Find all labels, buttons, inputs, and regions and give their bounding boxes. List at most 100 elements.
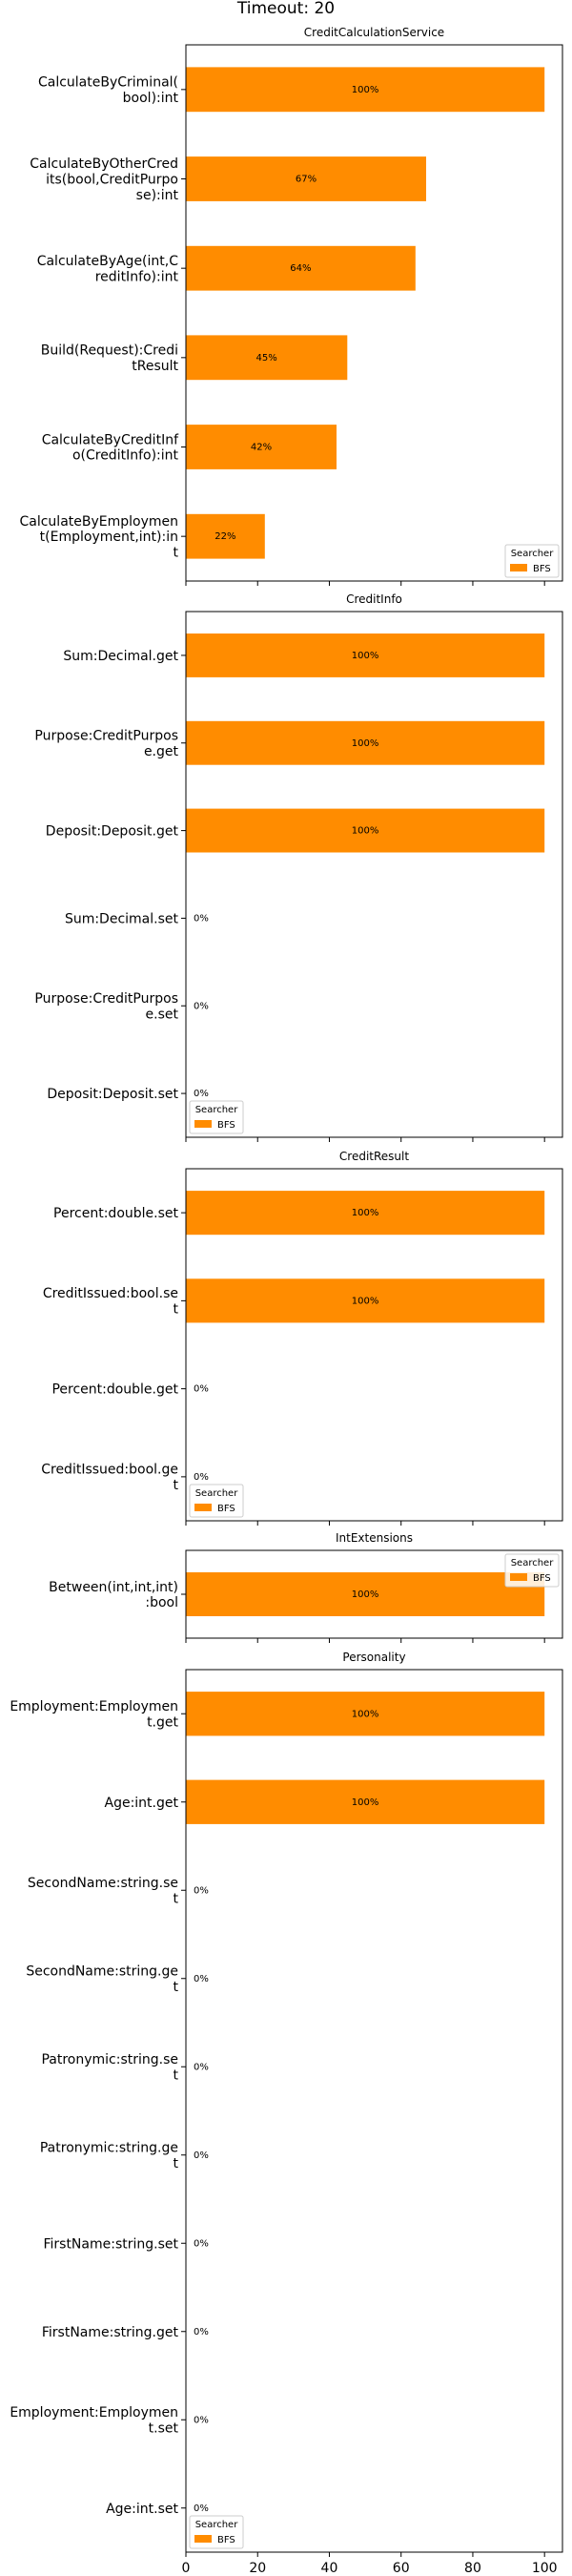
- plot-frame: [185, 611, 563, 1138]
- category-label: Employment:Employmen t.set: [10, 2405, 178, 2436]
- x-tick-label: 20: [249, 2561, 266, 2576]
- data-label: 45%: [255, 353, 276, 364]
- category-label: Age:int.get: [105, 1796, 179, 1811]
- category-label: FirstName:string.get: [42, 2325, 179, 2340]
- data-label: 100%: [352, 1709, 379, 1719]
- x-tick-label: 40: [321, 2561, 338, 2576]
- bar: [186, 513, 265, 559]
- legend-swatch: [194, 1504, 212, 1511]
- legend: Searcher BFS: [189, 2515, 244, 2549]
- plot-frame: [185, 1168, 563, 1522]
- chart-panel-creditcalculationservice: CreditCalculationService 100% CalculateByC…: [19, 26, 563, 586]
- category-label: Age:int.set: [106, 2502, 178, 2517]
- legend-swatch: [510, 1573, 527, 1581]
- category-label: Percent:double.get: [51, 1382, 178, 1398]
- data-label: 0%: [194, 1472, 209, 1483]
- legend-title: Searcher: [511, 1558, 555, 1568]
- data-label: 0%: [194, 913, 209, 924]
- category-label: CalculateByCriminal(bool):int: [38, 75, 179, 106]
- legend-swatch: [194, 1120, 212, 1128]
- data-label: 0%: [194, 1089, 209, 1099]
- bar: [186, 1779, 545, 1824]
- bar: [186, 67, 545, 113]
- category-label: Build(Request):Credi tResult: [41, 343, 179, 374]
- category-label: Purpose:CreditPurpos e.get: [34, 729, 178, 759]
- data-label: 100%: [352, 85, 379, 95]
- x-tick-label: 80: [464, 2561, 481, 2576]
- data-label: 0%: [194, 1384, 209, 1395]
- figure-title: Timeout: 20: [236, 0, 335, 18]
- category-label: Employment:Employmen t.get: [10, 1699, 178, 1730]
- legend-title: Searcher: [195, 2520, 239, 2530]
- bar: [186, 425, 337, 469]
- category-label: CalculateByOtherCred its(bool,CreditPurpo…: [30, 156, 178, 203]
- bar: [186, 1191, 545, 1236]
- legend-swatch: [510, 564, 527, 571]
- chart-panel-creditresult: CreditResult 100% Percent:double.set 100% Cr…: [41, 1150, 563, 1526]
- data-label: 0%: [194, 2062, 209, 2072]
- category-label: Purpose:CreditPurpos e.set: [34, 991, 178, 1022]
- category-label: SecondName:string.ge t: [26, 1964, 178, 1995]
- bar: [186, 245, 416, 291]
- data-label: 42%: [251, 443, 272, 453]
- panel-title: CreditCalculationService: [304, 26, 444, 39]
- chart-panel-intextensions: IntExtensions 100% Between(int,int,int):bo…: [49, 1531, 563, 1643]
- category-label: Patronymic:string.ge t: [40, 2141, 179, 2171]
- legend: Searcher BFS: [189, 1100, 244, 1134]
- data-label: 0%: [194, 1974, 209, 1984]
- category-label: Deposit:Deposit.get: [46, 824, 179, 840]
- legend-entry: BFS: [217, 2535, 235, 2545]
- category-label: Percent:double.set: [53, 1206, 178, 1221]
- data-label: 100%: [352, 826, 379, 837]
- category-label: CalculateByEmploymen t(Employment,int):in…: [19, 514, 178, 561]
- category-label: CreditIssued:bool.se t: [43, 1286, 179, 1317]
- category-label: Sum:Decimal.set: [65, 912, 179, 927]
- panel-title: CreditInfo: [346, 592, 402, 606]
- data-label: 100%: [352, 651, 379, 661]
- data-label: 0%: [194, 1885, 209, 1896]
- bar: [186, 1572, 545, 1616]
- legend: Searcher BFS: [504, 544, 560, 578]
- bar: [186, 720, 545, 765]
- bar: [186, 1692, 545, 1736]
- category-label: CreditIssued:bool.ge t: [41, 1463, 178, 1493]
- legend-entry: BFS: [533, 1573, 551, 1584]
- bar: [186, 1278, 545, 1323]
- category-label: Deposit:Deposit.set: [47, 1087, 178, 1102]
- legend-entry: BFS: [533, 564, 551, 574]
- data-label: 0%: [194, 2415, 209, 2425]
- bar: [186, 808, 545, 853]
- legend-entry: BFS: [217, 1120, 235, 1131]
- data-label: 0%: [194, 1001, 209, 1011]
- chart-panel-personality: Personality 100% Employment:Employmen t.get…: [10, 1651, 563, 2576]
- data-label: 100%: [352, 1589, 379, 1600]
- bar: [186, 634, 545, 677]
- data-label: 100%: [352, 1797, 379, 1808]
- data-label: 67%: [296, 175, 317, 185]
- bar: [186, 335, 348, 381]
- legend-title: Searcher: [195, 1488, 239, 1499]
- panel-title: IntExtensions: [336, 1531, 413, 1545]
- panel-title: CreditResult: [339, 1150, 409, 1163]
- data-label: 100%: [352, 1296, 379, 1306]
- legend-title: Searcher: [511, 549, 555, 559]
- plot-frame: [185, 44, 563, 582]
- legend-title: Searcher: [195, 1105, 239, 1115]
- category-label: SecondName:string.se t: [28, 1876, 179, 1906]
- category-label: Between(int,int,int):bool: [49, 1580, 178, 1610]
- plot-frame: [185, 1549, 563, 1639]
- bar: [186, 156, 426, 201]
- legend: Searcher BFS: [504, 1553, 560, 1588]
- x-tick-label: 60: [393, 2561, 410, 2576]
- data-label: 0%: [194, 2150, 209, 2161]
- category-label: Patronymic:string.se t: [41, 2052, 178, 2083]
- data-label: 64%: [290, 263, 311, 274]
- legend-swatch: [194, 2535, 212, 2543]
- category-label: FirstName:string.set: [43, 2236, 178, 2252]
- data-label: 0%: [194, 2238, 209, 2249]
- category-label: Sum:Decimal.get: [63, 649, 178, 664]
- data-label: 100%: [352, 738, 379, 749]
- data-label: 0%: [194, 2327, 209, 2337]
- x-tick-label: 0: [182, 2561, 191, 2576]
